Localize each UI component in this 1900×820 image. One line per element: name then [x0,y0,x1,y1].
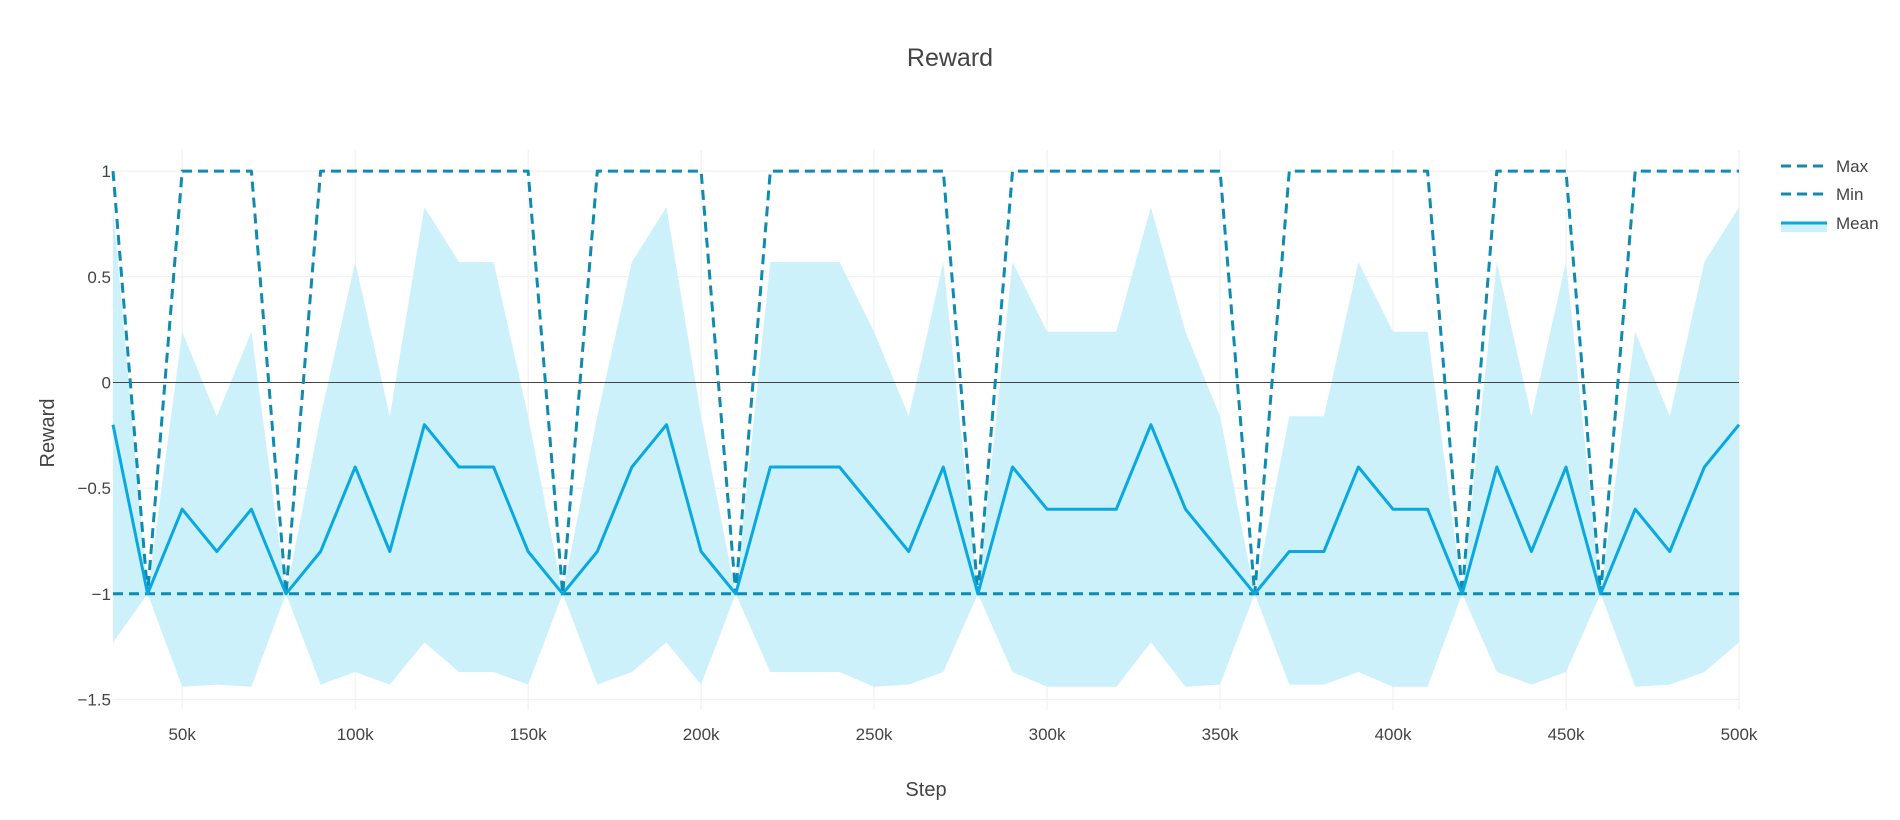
x-tick-label: 250k [856,725,893,744]
legend-label: Mean [1836,214,1879,233]
x-tick-label: 50k [168,725,196,744]
x-tick-label: 300k [1029,725,1066,744]
legend-label: Min [1836,185,1863,204]
legend[interactable]: Max Min Mean [1781,157,1879,233]
legend-item-min[interactable]: Min [1781,185,1863,204]
y-axis-ticks: −1.5 −1 −0.5 0 0.5 1 [77,162,111,709]
x-tick-label: 200k [683,725,720,744]
legend-band-swatch [1781,222,1827,232]
series-line-mean [111,423,1741,596]
series-line-max [111,169,1739,596]
x-tick-label: 500k [1721,725,1758,744]
legend-label: Max [1836,157,1869,176]
x-axis-title: Step [905,779,946,801]
y-tick-label: −0.5 [77,479,111,498]
y-axis-title: Reward [37,399,59,468]
plot-area [111,150,1741,710]
chart-title: Reward [907,44,993,72]
y-tick-label: 0.5 [87,268,111,287]
y-tick-label: −1 [92,585,111,604]
x-tick-label: 400k [1375,725,1412,744]
y-tick-label: −1.5 [77,690,111,709]
y-tick-label: 1 [102,162,111,181]
legend-item-mean[interactable]: Mean [1781,214,1879,233]
mean-std-band [113,207,1739,687]
x-tick-label: 350k [1202,725,1239,744]
x-axis-ticks: 50k 100k 150k 200k 250k 300k 350k 400k 450k 500k [168,725,1757,744]
x-tick-label: 100k [337,725,374,744]
x-tick-label: 150k [510,725,547,744]
legend-item-max[interactable]: Max [1781,157,1869,176]
x-tick-label: 450k [1548,725,1585,744]
y-tick-label: 0 [102,373,111,392]
